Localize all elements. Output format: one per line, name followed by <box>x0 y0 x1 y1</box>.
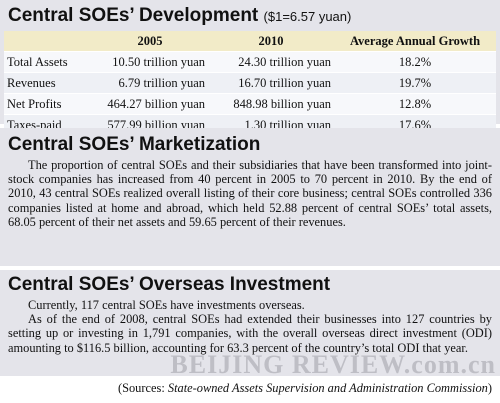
table-row: Net Profits 464.27 billion yuan 848.98 bil… <box>4 93 496 115</box>
table: 2005 2010 Average Annual Growth Total As… <box>4 31 496 135</box>
heading: Central SOEs’ Development ($1=6.57 yuan) <box>0 0 500 31</box>
overseas-box: Central SOEs’ Overseas Investment Curren… <box>0 270 500 376</box>
col-header: Average Annual Growth <box>334 31 496 52</box>
table-cell: 10.50 trillion yuan <box>92 51 208 73</box>
table-cell: 12.8% <box>334 93 496 115</box>
table-cell: Net Profits <box>4 93 92 115</box>
section-heading: Central SOEs’ Overseas Investment <box>8 274 331 295</box>
title: Central SOEs’ Development <box>8 5 259 26</box>
table-cell: 848.98 billion yuan <box>208 93 334 115</box>
col-header: 2005 <box>92 31 208 52</box>
table-row: Total Assets 10.50 trillion yuan 24.30 tri… <box>4 51 496 73</box>
paragraph: The proportion of central SOEs and their… <box>8 158 492 229</box>
table-cell: 6.79 trillion yuan <box>92 72 208 94</box>
table-cell: Revenues <box>4 72 92 94</box>
marketization-box: Central SOEs’ Marketization The proporti… <box>0 128 500 266</box>
section-heading: Central SOEs’ Marketization <box>8 134 261 155</box>
sources-suffix: ) <box>487 381 492 395</box>
table-row: Revenues 6.79 trillion yuan 16.70 trillion… <box>4 72 496 94</box>
table-cell: 24.30 trillion yuan <box>208 51 334 73</box>
table-cell: 464.27 billion yuan <box>92 93 208 115</box>
col-header: 2010 <box>208 31 334 52</box>
table-cell: 18.2% <box>334 51 496 73</box>
table-cell: 16.70 trillion yuan <box>208 72 334 94</box>
note: ($1=6.57 yuan) <box>263 9 352 24</box>
header-row: 2005 2010 Average Annual Growth <box>4 31 496 52</box>
sources-italic: State-owned Assets Supervision and Admin… <box>167 381 488 395</box>
development-box: Central SOEs’ Development ($1=6.57 yuan)… <box>0 0 500 135</box>
table-cell: Total Assets <box>4 51 92 73</box>
sources: (Sources: State-owned Assets Supervision… <box>118 381 492 396</box>
paragraph: Currently, 117 central SOEs have investm… <box>28 298 305 312</box>
col-header <box>4 31 92 52</box>
table-cell: 19.7% <box>334 72 496 94</box>
paragraph: As of the end of 2008, central SOEs had … <box>8 312 492 355</box>
watermark: BEIJING REVIEW.com.cn <box>170 350 496 379</box>
sources-prefix: (Sources: <box>117 381 168 395</box>
